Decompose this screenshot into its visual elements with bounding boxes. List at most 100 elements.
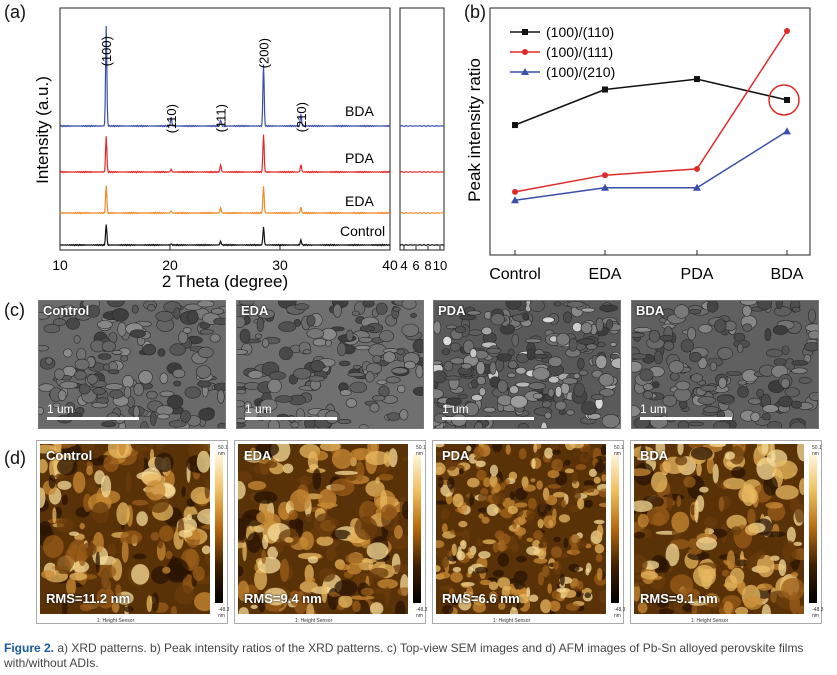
sem-grain xyxy=(382,351,396,363)
sem-grain xyxy=(333,303,342,318)
afm-grain xyxy=(178,529,193,538)
sem-grain xyxy=(359,325,375,332)
sem-texture xyxy=(632,301,818,428)
afm-grain xyxy=(258,599,266,613)
afm-grain xyxy=(437,573,445,579)
afm-grain xyxy=(107,543,117,557)
sem-grain xyxy=(415,364,423,379)
afm-grain xyxy=(476,538,483,547)
afm-grain xyxy=(100,567,110,591)
sem-grain xyxy=(522,312,530,321)
ratio-line-0 xyxy=(514,78,788,126)
sem-grain xyxy=(805,323,818,332)
sem-scale-bar xyxy=(442,417,534,420)
sem-grain xyxy=(123,386,132,399)
sem-grain xyxy=(173,380,182,387)
afm-grain xyxy=(338,595,353,608)
afm-grain xyxy=(238,542,247,549)
sem-grain xyxy=(490,313,505,326)
xrd-xtick-label: 40 xyxy=(382,257,398,273)
afm-grain xyxy=(462,529,470,543)
afm-grain xyxy=(384,586,391,606)
sem-grain xyxy=(548,356,563,368)
afm-grain xyxy=(600,444,606,457)
ratio-point xyxy=(694,165,700,172)
afm-grain xyxy=(536,480,543,490)
afm-grain xyxy=(735,606,749,614)
afm-grain xyxy=(247,480,267,491)
sem-grain xyxy=(256,309,275,319)
afm-grain xyxy=(775,485,799,500)
afm-grain xyxy=(666,491,673,512)
afm-grain xyxy=(577,497,585,510)
afm-grain xyxy=(181,486,186,497)
afm-grain xyxy=(551,458,564,472)
sem-scale-bar xyxy=(47,417,139,420)
afm-grain xyxy=(445,452,460,458)
sem-grain xyxy=(791,360,809,366)
afm-grain xyxy=(763,531,786,538)
sem-grain xyxy=(351,310,360,317)
afm-grain xyxy=(547,583,552,594)
afm-grain xyxy=(549,600,561,612)
afm-grain xyxy=(665,543,680,567)
sem-grain xyxy=(807,308,816,323)
afm-grain xyxy=(261,549,266,564)
afm-grain xyxy=(365,451,390,466)
sem-grain xyxy=(547,388,555,398)
afm-grain xyxy=(319,444,341,452)
ratio-xtick-label: Control xyxy=(489,266,541,283)
sem-grain xyxy=(467,329,483,336)
sem-grain xyxy=(53,318,66,327)
sem-grain xyxy=(449,342,461,352)
afm-grain xyxy=(196,450,210,473)
afm-grain xyxy=(68,531,80,536)
sem-grain xyxy=(515,381,531,388)
afm-grain xyxy=(150,531,160,541)
afm-grain xyxy=(558,514,570,523)
sem-grain xyxy=(103,363,110,372)
afm-grain xyxy=(71,544,78,555)
afm-grain xyxy=(472,601,486,613)
afm-grain xyxy=(466,586,474,600)
xrd-inset-series-pda xyxy=(399,170,445,174)
xrd-inset-series-eda xyxy=(399,211,445,215)
afm-grain xyxy=(334,470,358,476)
afm-grain xyxy=(436,540,445,548)
afm-grain xyxy=(533,444,538,453)
afm-grain xyxy=(460,540,467,550)
afm-grain xyxy=(553,536,561,543)
ratio-point xyxy=(602,172,608,179)
sem-grain xyxy=(767,421,782,428)
ratio-legend-marker xyxy=(522,49,528,55)
sem-grain xyxy=(293,367,312,380)
sem-grain xyxy=(451,413,468,427)
sem-grain xyxy=(64,402,76,413)
sem-grain xyxy=(542,316,555,324)
ratio-point xyxy=(601,183,609,191)
sem-grain xyxy=(86,304,100,318)
xrd-chart: 10 20 30 40 4 6 8 102 Theta (degree)Intensity (… xyxy=(33,7,447,291)
afm-grain xyxy=(756,554,775,578)
afm-grain xyxy=(634,531,646,539)
afm-grain xyxy=(636,452,651,459)
sem-grain xyxy=(580,322,593,334)
afm-grain xyxy=(134,445,151,453)
afm-grain xyxy=(579,452,590,464)
sem-grain xyxy=(434,360,443,366)
afm-grain xyxy=(149,448,155,465)
afm-grain xyxy=(88,458,107,466)
afm-grain xyxy=(552,449,561,455)
afm-grain xyxy=(509,578,519,584)
xrd-xtick-label: 20 xyxy=(162,257,178,273)
afm-grain xyxy=(453,532,465,537)
afm-grain xyxy=(514,580,525,590)
sem-grain xyxy=(510,394,528,409)
afm-grain xyxy=(318,488,337,510)
afm-grain xyxy=(57,458,78,476)
sem-scale-text: 1 um xyxy=(245,402,272,416)
sem-grain xyxy=(354,344,371,351)
sem-grain xyxy=(591,394,605,401)
afm-grain xyxy=(675,455,688,466)
afm-label: Control xyxy=(46,448,93,463)
